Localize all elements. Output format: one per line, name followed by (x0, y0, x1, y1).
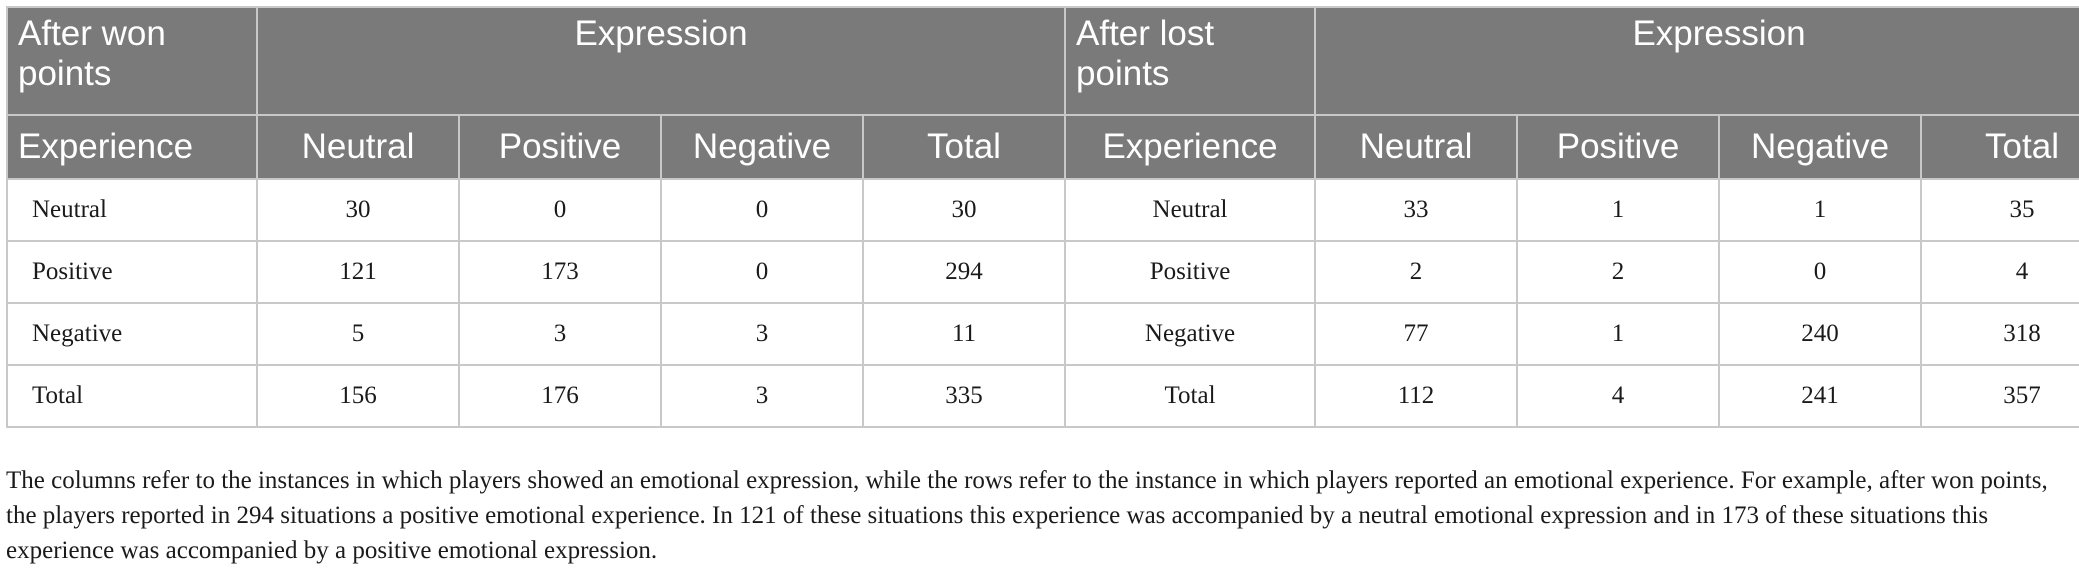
table-cell: 121 (256, 240, 460, 304)
won-neutral-column-header: Neutral (256, 114, 460, 180)
header-row-columns: Experience Neutral Positive Negative Tot… (6, 114, 2079, 180)
table-cell: 176 (458, 364, 662, 428)
table-cell: 3 (660, 364, 864, 428)
table-cell: 0 (660, 178, 864, 242)
table-cell: 11 (861, 302, 1067, 366)
table-cell: 2 (1314, 240, 1519, 304)
table-cell: 4 (1516, 364, 1721, 428)
table-cell: 0 (660, 240, 864, 304)
table-cell: 33 (1314, 178, 1519, 242)
lost-neutral-column-header: Neutral (1314, 114, 1519, 180)
table-row-negative: Negative 5 3 3 11 Negative 77 1 240 318 (6, 302, 2079, 366)
table-cell: 335 (861, 364, 1067, 428)
table-cell: 4 (1920, 240, 2079, 304)
table-cell: 1 (1718, 178, 1923, 242)
table-footnote: The columns refer to the instances in wh… (6, 467, 2048, 564)
won-row-label: Negative (6, 302, 258, 366)
won-total-column-header: Total (861, 114, 1067, 180)
table-cell: 294 (861, 240, 1067, 304)
table-cell: 318 (1920, 302, 2079, 366)
table-row-positive: Positive 121 173 0 294 Positive 2 2 0 4 (6, 240, 2079, 304)
won-row-label: Total (6, 364, 258, 428)
table-cell: 112 (1314, 364, 1519, 428)
contingency-table: After won points Expression After lost p… (6, 6, 2079, 428)
won-positive-column-header: Positive (458, 114, 662, 180)
table-row-neutral: Neutral 30 0 0 30 Neutral 33 1 1 35 (6, 178, 2079, 242)
table-cell: 2 (1516, 240, 1721, 304)
table-cell: 1 (1516, 302, 1721, 366)
won-row-label: Positive (6, 240, 258, 304)
lost-row-label: Negative (1064, 302, 1317, 366)
won-experience-column-header: Experience (6, 114, 258, 180)
contingency-table-container: After won points Expression After lost p… (6, 6, 2079, 428)
won-row-label: Neutral (6, 178, 258, 242)
table-row-total: Total 156 176 3 335 Total 112 4 241 357 (6, 364, 2079, 428)
lost-row-label: Positive (1064, 240, 1317, 304)
header-row-groups: After won points Expression After lost p… (6, 6, 2079, 116)
table-cell: 30 (861, 178, 1067, 242)
won-points-group-header: After won points (6, 6, 258, 116)
table-cell: 241 (1718, 364, 1923, 428)
lost-total-column-header: Total (1920, 114, 2079, 180)
table-cell: 156 (256, 364, 460, 428)
table-cell: 3 (660, 302, 864, 366)
lost-expression-header: Expression (1314, 6, 2079, 116)
lost-negative-column-header: Negative (1718, 114, 1923, 180)
table-cell: 0 (458, 178, 662, 242)
table-cell: 173 (458, 240, 662, 304)
lost-row-label: Total (1064, 364, 1317, 428)
won-expression-header: Expression (255, 6, 1067, 116)
table-cell: 35 (1920, 178, 2079, 242)
table-cell: 77 (1314, 302, 1519, 366)
table-cell: 357 (1920, 364, 2079, 428)
lost-row-label: Neutral (1064, 178, 1317, 242)
table-cell: 3 (458, 302, 662, 366)
table-cell: 5 (256, 302, 460, 366)
table-cell: 30 (256, 178, 460, 242)
lost-points-group-header: After lost points (1064, 6, 1317, 116)
lost-experience-column-header: Experience (1064, 114, 1317, 180)
lost-positive-column-header: Positive (1516, 114, 1721, 180)
table-cell: 0 (1718, 240, 1923, 304)
won-negative-column-header: Negative (660, 114, 864, 180)
table-cell: 240 (1718, 302, 1923, 366)
table-cell: 1 (1516, 178, 1721, 242)
